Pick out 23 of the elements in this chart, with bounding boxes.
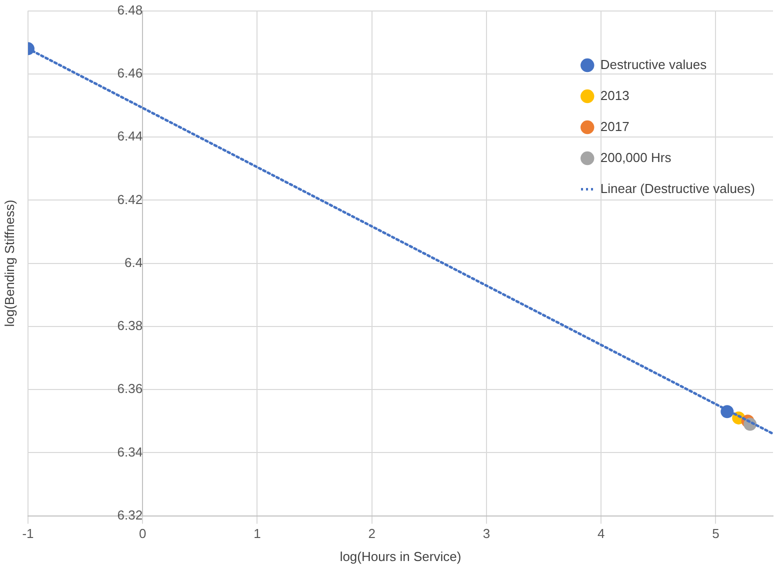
legend-label: Linear (Destructive values)	[600, 180, 756, 196]
x-tick-label: 3	[482, 526, 490, 542]
x-tick-label: 4	[597, 526, 605, 542]
x-tick-label: 0	[139, 526, 146, 542]
y-tick-label: 6.46	[117, 66, 143, 81]
x-tick-label: 1	[254, 526, 261, 542]
legend-label: 2017	[600, 118, 630, 134]
y-axis-title: log(Bending Stiffness)	[2, 200, 17, 327]
y-tick-label: 6.38	[117, 318, 143, 334]
y-tick-label: 6.4	[124, 254, 143, 270]
y-tick-label: 6.34	[117, 444, 143, 460]
legend-label: 200,000 Hrs	[600, 150, 672, 165]
y-tick-label: 6.36	[117, 381, 143, 396]
x-tick-label: 5	[712, 526, 720, 542]
y-tick-label: 6.48	[117, 2, 143, 18]
x-tick-label: 2	[368, 526, 376, 542]
x-tick-label: -1	[22, 526, 34, 542]
x-axis-title: log(Hours in Service)	[340, 548, 462, 564]
y-tick-label: 6.44	[117, 128, 143, 144]
y-tick-label: 6.32	[117, 507, 143, 522]
y-tick-label: 6.42	[117, 192, 143, 207]
legend-label: 2013	[600, 88, 630, 103]
legend-label: Destructive values	[600, 56, 708, 72]
